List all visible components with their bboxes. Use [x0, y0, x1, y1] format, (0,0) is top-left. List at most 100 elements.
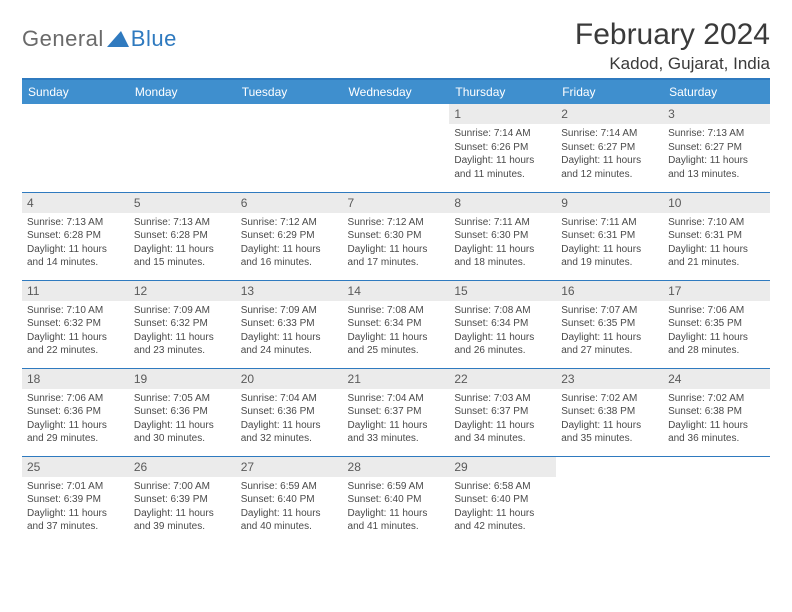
calendar-week: 18Sunrise: 7:06 AMSunset: 6:36 PMDayligh…: [22, 368, 770, 456]
calendar-day: ....: [343, 104, 450, 192]
sunrise-text: Sunrise: 7:14 AM: [454, 127, 551, 141]
daylight-text: Daylight: 11 hours and 11 minutes.: [454, 154, 551, 181]
daylight-text: Daylight: 11 hours and 42 minutes.: [454, 507, 551, 534]
sunrise-text: Sunrise: 7:10 AM: [27, 304, 124, 318]
daylight-text: Daylight: 11 hours and 34 minutes.: [454, 419, 551, 446]
day-details: Sunrise: 7:10 AMSunset: 6:31 PMDaylight:…: [663, 213, 770, 276]
sunrise-text: Sunrise: 7:13 AM: [27, 216, 124, 230]
calendar-day: 12Sunrise: 7:09 AMSunset: 6:32 PMDayligh…: [129, 280, 236, 368]
daylight-text: Daylight: 11 hours and 19 minutes.: [561, 243, 658, 270]
sunset-text: Sunset: 6:39 PM: [134, 493, 231, 507]
day-number: 3: [663, 104, 770, 124]
sunrise-text: Sunrise: 7:12 AM: [241, 216, 338, 230]
daylight-text: Daylight: 11 hours and 14 minutes.: [27, 243, 124, 270]
sunset-text: Sunset: 6:36 PM: [134, 405, 231, 419]
calendar-day: ....: [236, 104, 343, 192]
day-number: 20: [236, 369, 343, 389]
calendar-table: SundayMondayTuesdayWednesdayThursdayFrid…: [22, 78, 770, 544]
daylight-text: Daylight: 11 hours and 15 minutes.: [134, 243, 231, 270]
daylight-text: Daylight: 11 hours and 25 minutes.: [348, 331, 445, 358]
day-number: 1: [449, 104, 556, 124]
calendar-week: 11Sunrise: 7:10 AMSunset: 6:32 PMDayligh…: [22, 280, 770, 368]
daylight-text: Daylight: 11 hours and 21 minutes.: [668, 243, 765, 270]
sunrise-text: Sunrise: 7:07 AM: [561, 304, 658, 318]
calendar-day: 5Sunrise: 7:13 AMSunset: 6:28 PMDaylight…: [129, 192, 236, 280]
daylight-text: Daylight: 11 hours and 29 minutes.: [27, 419, 124, 446]
daylight-text: Daylight: 11 hours and 12 minutes.: [561, 154, 658, 181]
daylight-text: Daylight: 11 hours and 41 minutes.: [348, 507, 445, 534]
calendar-day: 9Sunrise: 7:11 AMSunset: 6:31 PMDaylight…: [556, 192, 663, 280]
day-details: Sunrise: 7:02 AMSunset: 6:38 PMDaylight:…: [556, 389, 663, 452]
calendar-day: 17Sunrise: 7:06 AMSunset: 6:35 PMDayligh…: [663, 280, 770, 368]
day-details: Sunrise: 6:58 AMSunset: 6:40 PMDaylight:…: [449, 477, 556, 540]
day-number: 6: [236, 193, 343, 213]
day-details: Sunrise: 7:11 AMSunset: 6:31 PMDaylight:…: [556, 213, 663, 276]
day-number: 4: [22, 193, 129, 213]
sunrise-text: Sunrise: 7:03 AM: [454, 392, 551, 406]
day-details: Sunrise: 6:59 AMSunset: 6:40 PMDaylight:…: [343, 477, 450, 540]
day-number: 17: [663, 281, 770, 301]
daylight-text: Daylight: 11 hours and 18 minutes.: [454, 243, 551, 270]
daylight-text: Daylight: 11 hours and 26 minutes.: [454, 331, 551, 358]
day-details: Sunrise: 7:12 AMSunset: 6:29 PMDaylight:…: [236, 213, 343, 276]
weekday-header-row: SundayMondayTuesdayWednesdayThursdayFrid…: [22, 79, 770, 104]
day-details: Sunrise: 7:09 AMSunset: 6:32 PMDaylight:…: [129, 301, 236, 364]
calendar-day: 24Sunrise: 7:02 AMSunset: 6:38 PMDayligh…: [663, 368, 770, 456]
sunset-text: Sunset: 6:38 PM: [561, 405, 658, 419]
sunset-text: Sunset: 6:36 PM: [27, 405, 124, 419]
sunrise-text: Sunrise: 6:59 AM: [241, 480, 338, 494]
sunset-text: Sunset: 6:29 PM: [241, 229, 338, 243]
calendar-day: 18Sunrise: 7:06 AMSunset: 6:36 PMDayligh…: [22, 368, 129, 456]
day-details: Sunrise: 7:04 AMSunset: 6:37 PMDaylight:…: [343, 389, 450, 452]
day-details: Sunrise: 7:13 AMSunset: 6:27 PMDaylight:…: [663, 124, 770, 187]
day-details: Sunrise: 6:59 AMSunset: 6:40 PMDaylight:…: [236, 477, 343, 540]
day-number: 27: [236, 457, 343, 477]
sunrise-text: Sunrise: 7:02 AM: [561, 392, 658, 406]
sunset-text: Sunset: 6:35 PM: [561, 317, 658, 331]
day-number: 13: [236, 281, 343, 301]
day-number: 9: [556, 193, 663, 213]
calendar-day: 8Sunrise: 7:11 AMSunset: 6:30 PMDaylight…: [449, 192, 556, 280]
day-details: Sunrise: 7:14 AMSunset: 6:27 PMDaylight:…: [556, 124, 663, 187]
calendar-day: ....: [556, 456, 663, 544]
day-number: 12: [129, 281, 236, 301]
header: General Blue February 2024 Kadod, Gujara…: [22, 18, 770, 74]
sunrise-text: Sunrise: 7:04 AM: [241, 392, 338, 406]
day-number: 19: [129, 369, 236, 389]
sunrise-text: Sunrise: 6:58 AM: [454, 480, 551, 494]
daylight-text: Daylight: 11 hours and 27 minutes.: [561, 331, 658, 358]
brand-triangle-icon: [107, 31, 129, 47]
day-number: 23: [556, 369, 663, 389]
day-details: Sunrise: 7:04 AMSunset: 6:36 PMDaylight:…: [236, 389, 343, 452]
sunset-text: Sunset: 6:33 PM: [241, 317, 338, 331]
daylight-text: Daylight: 11 hours and 22 minutes.: [27, 331, 124, 358]
sunset-text: Sunset: 6:30 PM: [454, 229, 551, 243]
sunset-text: Sunset: 6:30 PM: [348, 229, 445, 243]
calendar-day: 22Sunrise: 7:03 AMSunset: 6:37 PMDayligh…: [449, 368, 556, 456]
day-number: 26: [129, 457, 236, 477]
sunrise-text: Sunrise: 7:09 AM: [134, 304, 231, 318]
daylight-text: Daylight: 11 hours and 16 minutes.: [241, 243, 338, 270]
sunrise-text: Sunrise: 7:13 AM: [668, 127, 765, 141]
sunrise-text: Sunrise: 7:01 AM: [27, 480, 124, 494]
daylight-text: Daylight: 11 hours and 13 minutes.: [668, 154, 765, 181]
calendar-day: 3Sunrise: 7:13 AMSunset: 6:27 PMDaylight…: [663, 104, 770, 192]
calendar-day: 4Sunrise: 7:13 AMSunset: 6:28 PMDaylight…: [22, 192, 129, 280]
day-details: Sunrise: 7:08 AMSunset: 6:34 PMDaylight:…: [343, 301, 450, 364]
day-details: Sunrise: 7:00 AMSunset: 6:39 PMDaylight:…: [129, 477, 236, 540]
brand-logo: General Blue: [22, 18, 177, 52]
month-title: February 2024: [575, 18, 770, 52]
daylight-text: Daylight: 11 hours and 32 minutes.: [241, 419, 338, 446]
brand-part1: General: [22, 26, 104, 52]
calendar-day: 28Sunrise: 6:59 AMSunset: 6:40 PMDayligh…: [343, 456, 450, 544]
sunrise-text: Sunrise: 7:02 AM: [668, 392, 765, 406]
day-number: 10: [663, 193, 770, 213]
weekday-header: Friday: [556, 79, 663, 104]
weekday-header: Sunday: [22, 79, 129, 104]
day-number: 21: [343, 369, 450, 389]
calendar-day: 25Sunrise: 7:01 AMSunset: 6:39 PMDayligh…: [22, 456, 129, 544]
calendar-day: 14Sunrise: 7:08 AMSunset: 6:34 PMDayligh…: [343, 280, 450, 368]
day-number: 7: [343, 193, 450, 213]
daylight-text: Daylight: 11 hours and 40 minutes.: [241, 507, 338, 534]
calendar-day: 2Sunrise: 7:14 AMSunset: 6:27 PMDaylight…: [556, 104, 663, 192]
